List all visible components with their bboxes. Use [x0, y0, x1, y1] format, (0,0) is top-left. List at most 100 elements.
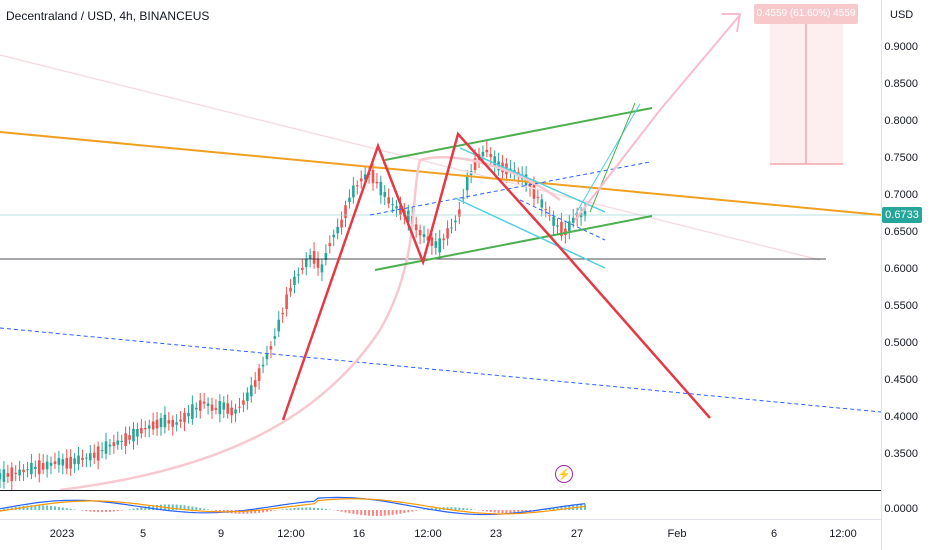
candle	[481, 151, 485, 157]
macd-bar	[458, 507, 461, 510]
macd-bar	[336, 510, 339, 511]
cyan-channel-top[interactable]	[459, 147, 606, 213]
macd-bar	[509, 510, 512, 514]
pane-separator[interactable]	[0, 490, 881, 491]
candle	[210, 404, 214, 411]
candle	[195, 407, 198, 410]
orange-trendline[interactable]	[0, 131, 882, 216]
candle	[320, 264, 324, 273]
candle	[0, 473, 2, 480]
macd-bar	[242, 510, 245, 514]
candle	[383, 191, 387, 197]
arrow-pink[interactable]	[574, 14, 741, 221]
candle	[485, 149, 489, 153]
candle	[226, 403, 230, 414]
macd-bar	[584, 504, 586, 510]
candle	[198, 400, 202, 411]
candle	[104, 441, 108, 454]
macd-bar	[375, 510, 378, 516]
candle	[359, 178, 363, 182]
candle	[355, 185, 359, 187]
candle	[37, 460, 41, 475]
macd-bar	[6, 508, 9, 510]
macd-bar	[81, 510, 84, 511]
macd-bar	[368, 510, 371, 516]
candle	[560, 221, 563, 236]
macd-bar	[171, 504, 174, 510]
time-tick: 5	[139, 528, 147, 540]
macd-bar	[73, 509, 76, 510]
macd-bar	[89, 510, 92, 512]
time-tick: Feb	[667, 528, 687, 540]
channel-bottom[interactable]	[374, 215, 653, 271]
candle	[583, 211, 587, 216]
macd-bar	[462, 508, 465, 510]
candle	[548, 215, 551, 217]
macd-bar	[407, 510, 410, 513]
lower-dashed-line[interactable]	[0, 327, 882, 413]
candle	[206, 403, 210, 407]
candle	[312, 251, 316, 264]
macd-bar	[434, 507, 437, 510]
macd-bar	[371, 510, 374, 516]
arrow-cyan[interactable]	[574, 103, 641, 216]
macd-line	[0, 498, 586, 515]
macd-bar	[348, 510, 351, 514]
macd-bar	[50, 505, 53, 510]
macd-bar	[505, 510, 508, 514]
channel-mid[interactable]	[369, 161, 651, 216]
drawings[interactable]	[0, 13, 882, 492]
symbol-title[interactable]: Decentraland / USD, 4h, BINANCEUS	[6, 9, 210, 23]
candle	[536, 197, 540, 199]
candle	[22, 469, 25, 473]
time-tick: 6	[770, 528, 778, 540]
macd-bar	[430, 508, 433, 510]
macd-bar	[222, 510, 225, 513]
candle	[163, 414, 167, 428]
macd-bar	[265, 510, 268, 512]
lightning-icon[interactable]: ⚡	[555, 465, 573, 483]
macd-bar	[340, 510, 343, 512]
macd-bar	[187, 505, 190, 510]
candle	[571, 217, 575, 223]
candle	[155, 419, 159, 429]
channel-top[interactable]	[384, 107, 653, 161]
macd-bar	[262, 510, 265, 513]
macd-bar	[521, 510, 524, 514]
macd-bar	[140, 507, 143, 510]
price-tick: 0.7500	[884, 152, 918, 164]
cyan-channel-bottom[interactable]	[454, 197, 606, 269]
macd-bar	[97, 510, 100, 513]
long-trendline[interactable]	[0, 54, 821, 261]
macd-bar	[344, 510, 347, 513]
zigzag-pattern[interactable]	[281, 131, 711, 421]
macd-bar	[305, 507, 308, 510]
macd-bar	[34, 505, 37, 510]
price-tick: 0.5000	[884, 337, 918, 349]
macd-bar	[195, 507, 198, 510]
macd-bar	[120, 510, 123, 511]
arrow-green[interactable]	[589, 102, 636, 213]
macd-bar	[85, 510, 88, 512]
candle	[297, 274, 300, 276]
macd-bar	[493, 510, 496, 513]
time-tick: 12:00	[829, 528, 857, 540]
price-tick: 0.3500	[884, 448, 918, 460]
candle	[261, 364, 265, 367]
time-tick: 16	[352, 528, 366, 540]
macd-bar	[128, 509, 131, 510]
macd-bar	[387, 510, 390, 516]
macd-bar	[454, 507, 457, 510]
macd-bar	[568, 505, 571, 510]
parabolic-curve[interactable]	[59, 156, 561, 492]
macd-bar	[53, 506, 56, 510]
price-tick: 0.7000	[884, 189, 918, 201]
macd-bar	[26, 505, 29, 510]
candle	[395, 206, 398, 209]
macd-bar	[42, 505, 45, 510]
macd-bar	[450, 507, 453, 510]
short-dashed[interactable]	[519, 199, 606, 241]
candle	[187, 412, 190, 417]
